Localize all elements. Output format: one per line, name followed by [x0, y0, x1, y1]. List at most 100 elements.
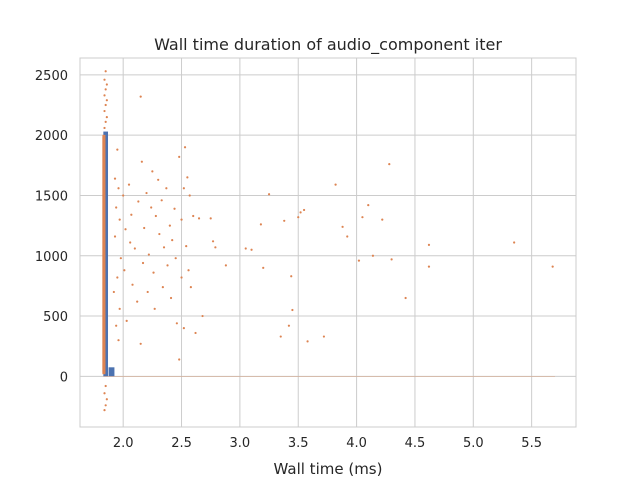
scatter-point: [133, 247, 136, 250]
scatter-point: [119, 257, 122, 260]
blue-box-mark: [103, 131, 109, 377]
scatter-point: [371, 254, 375, 257]
x-tick-label: 2.5: [171, 436, 192, 451]
scatter-point: [187, 269, 190, 272]
scatter-point: [129, 241, 132, 244]
scatter-point: [103, 126, 106, 130]
scatter-point: [165, 187, 168, 190]
x-tick-label: 3.0: [230, 436, 251, 451]
chart-title: Wall time duration of audio_component it…: [154, 35, 502, 55]
orange-dense-point: [102, 134, 106, 138]
scatter-point: [158, 232, 161, 236]
plot-area: [80, 58, 576, 427]
scatter-point: [125, 319, 128, 322]
scatter-point: [404, 296, 407, 300]
scatter-point: [157, 178, 160, 181]
scatter-point: [103, 409, 106, 412]
scatter-point: [209, 217, 212, 220]
scatter-point: [105, 398, 108, 401]
scatter-point: [194, 331, 197, 335]
y-tick-label: 500: [43, 310, 68, 325]
scatter-point: [367, 204, 370, 207]
scatter-point: [161, 286, 164, 289]
scatter-point: [145, 191, 148, 195]
scatter-point: [357, 259, 361, 262]
scatter-point: [151, 170, 154, 173]
scatter-point: [118, 307, 121, 310]
scatter-point: [262, 266, 265, 269]
scatter-point: [211, 240, 215, 243]
scatter-point: [124, 228, 127, 231]
scatter-point: [146, 290, 149, 294]
scatter-point: [244, 247, 247, 250]
scatter-point: [306, 340, 309, 343]
scatter-point: [174, 257, 177, 260]
scatter-point: [153, 307, 156, 310]
scatter-point: [171, 238, 174, 242]
scatter-point: [139, 342, 142, 345]
scatter-point: [201, 314, 204, 318]
x-axis-label: Wall time (ms): [274, 460, 383, 478]
blue-box-mark: [108, 367, 115, 377]
scatter-point: [143, 226, 146, 230]
scatter-point: [103, 94, 106, 97]
scatter-point: [105, 99, 108, 102]
x-tick-label: 4.0: [346, 436, 367, 451]
tick-labels: 2.0 2.5 3.0 3.5 4.0 4.5 5.0 5.5 0 500 1000 1500 2000…: [35, 69, 542, 451]
scatter-point: [279, 335, 282, 338]
scatter-point: [341, 225, 344, 228]
plot-frame: [79, 57, 577, 428]
scatter-point: [182, 187, 185, 190]
scatter-point: [183, 146, 187, 149]
scatter-point: [131, 283, 134, 286]
scatter-point: [299, 211, 302, 214]
y-tick-label: 1500: [35, 189, 68, 204]
scatter-point: [127, 183, 131, 186]
x-tick-label: 2.0: [113, 436, 134, 451]
scatter-point: [116, 148, 119, 151]
x-tick-label: 3.5: [288, 436, 309, 451]
scatter-point: [117, 339, 120, 342]
scatter-point: [173, 207, 176, 210]
scatter-point: [551, 265, 554, 268]
scatter-point: [361, 216, 364, 219]
scatter-point: [180, 218, 183, 221]
scatter-point: [224, 264, 227, 267]
y-tick-label: 0: [60, 370, 68, 385]
scatter-point: [302, 208, 306, 212]
scatter-point: [104, 103, 107, 107]
scatter-point: [267, 193, 271, 196]
scatter-point: [103, 78, 106, 81]
scatter-point: [150, 206, 153, 209]
scatter-point: [381, 218, 384, 221]
scatter-point: [104, 120, 107, 124]
scatter-point: [390, 258, 393, 261]
scatter-point: [175, 322, 178, 325]
scatter-point: [118, 218, 121, 221]
scatter-point: [130, 213, 133, 216]
scatter-point: [113, 177, 117, 180]
scatter-point: [186, 176, 189, 179]
scatter-point: [103, 392, 106, 395]
scatter-point: [105, 83, 108, 86]
scatter-point: [104, 384, 107, 388]
scatter-point: [113, 235, 117, 238]
scatter-point: [189, 286, 192, 289]
scatter-point: [178, 358, 181, 361]
scatter-point: [123, 269, 126, 272]
scatter-point: [192, 214, 195, 218]
scatter-point: [104, 404, 107, 407]
scatter-point: [112, 290, 115, 294]
scatter-point: [290, 275, 293, 278]
scatter-point: [427, 243, 431, 247]
scatter-point: [214, 246, 217, 249]
scatter-point: [104, 88, 107, 91]
scatter-point: [427, 265, 431, 268]
scatter-point: [197, 217, 201, 220]
scatter-point: [346, 235, 349, 238]
x-tick-label: 4.5: [405, 436, 426, 451]
scatter-point: [168, 224, 171, 227]
scatter-point: [287, 324, 291, 327]
scatter-point: [250, 248, 253, 251]
scatter-point: [180, 276, 183, 279]
